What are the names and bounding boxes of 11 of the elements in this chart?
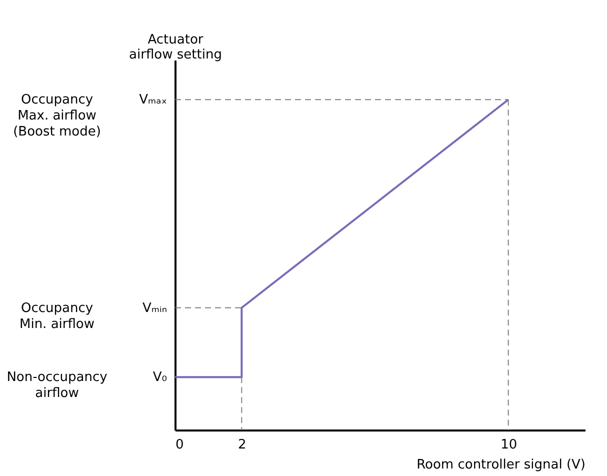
x-tick-label: 2 (238, 438, 246, 452)
y-axis-title: Actuator airflow setting (129, 32, 222, 62)
text: V₀ (152, 370, 167, 386)
x-axis-title: Room controller signal (V) (416, 458, 586, 472)
text: Occupancy Max. airflow (Boost mode) (13, 92, 101, 140)
text: Vₘᵢₙ (142, 300, 167, 316)
text: Occupancy Min. airflow (19, 300, 95, 332)
text: Vₘₐₓ (139, 92, 168, 108)
text: Non-occupancy airflow (6, 370, 108, 402)
x-tick-label: 10 (500, 438, 518, 452)
x-tick-label: 0 (176, 438, 184, 452)
